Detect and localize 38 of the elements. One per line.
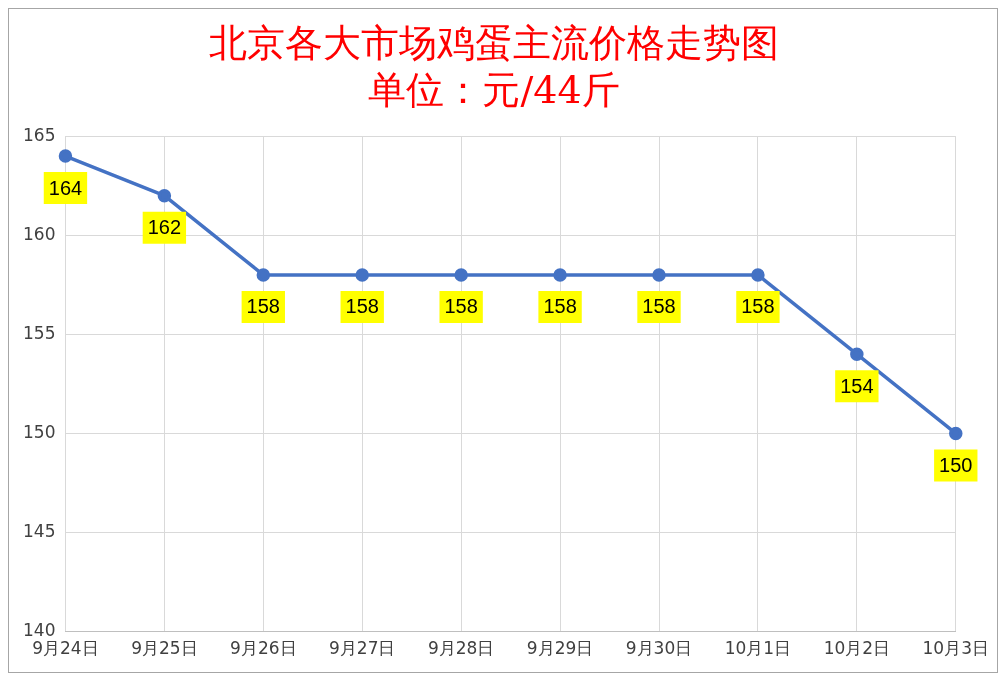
point — [751, 268, 765, 282]
data-label: 158 — [345, 295, 379, 318]
data-label: 162 — [147, 216, 182, 239]
data-label: 158 — [642, 295, 676, 318]
x-tick-label: 9月26日 — [230, 638, 297, 659]
x-tick-label: 9月28日 — [427, 638, 495, 659]
x-tick-label: 10月3日 — [922, 638, 989, 659]
point — [58, 149, 73, 163]
y-tick-label: 145 — [22, 520, 56, 541]
chart-subtitle: 单位：元/44斤 — [368, 68, 620, 113]
data-label: 158 — [741, 295, 775, 318]
x-tick-label: 9月29日 — [526, 638, 594, 659]
y-tick-label: 155 — [22, 322, 56, 343]
x-tick-label: 9月30日 — [625, 638, 693, 659]
point — [553, 268, 567, 282]
x-tick-label: 9月24日 — [32, 638, 99, 659]
data-label: 158 — [444, 295, 478, 318]
point — [652, 268, 666, 282]
y-tick-label: 160 — [22, 223, 56, 244]
point — [355, 268, 369, 282]
data-label: 150 — [939, 453, 973, 476]
point — [256, 268, 271, 282]
y-tick-label: 140 — [22, 620, 56, 641]
data-label: 158 — [246, 295, 280, 318]
x-tick-label: 10月1日 — [724, 638, 792, 659]
point — [850, 347, 864, 361]
x-tick-label: 9月27日 — [329, 638, 396, 659]
point — [949, 426, 963, 441]
data-label: 158 — [543, 295, 577, 318]
data-label: 154 — [840, 374, 874, 397]
point — [157, 188, 172, 203]
point — [454, 268, 468, 282]
data-label: 164 — [48, 176, 83, 199]
y-tick-label: 165 — [22, 124, 56, 145]
x-tick-label: 10月2日 — [823, 638, 891, 659]
x-tick-label: 9月25日 — [131, 638, 198, 659]
y-tick-label: 150 — [22, 421, 56, 442]
chart-title: 北京各大市场鸡蛋主流价格走势图 — [209, 20, 779, 65]
